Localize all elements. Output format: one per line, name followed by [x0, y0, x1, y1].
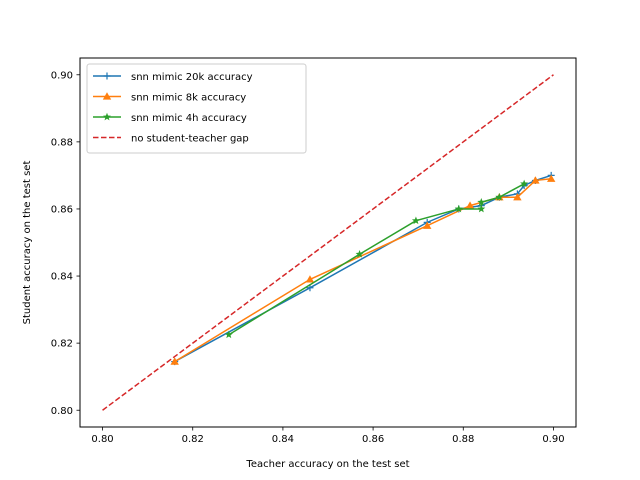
axes-frame	[79, 57, 577, 428]
x-tick-label: 0.88	[452, 434, 474, 445]
y-tick-label: 0.86	[51, 205, 73, 216]
series-2-point	[477, 198, 486, 206]
series-2-point	[495, 193, 504, 201]
y-axis-label: Student accuracy on the test set	[22, 161, 33, 325]
series-2-point	[224, 330, 233, 339]
y-tick-label: 0.82	[51, 339, 73, 350]
x-tick-label: 0.90	[542, 434, 564, 445]
series-2	[224, 179, 529, 339]
series-1-point	[547, 174, 556, 182]
y-tick-label: 0.88	[51, 137, 73, 148]
series-3-line	[102, 74, 554, 411]
y-tick-label: 0.80	[51, 406, 73, 417]
series-1-point	[513, 193, 522, 201]
legend-label: snn mimic 20k accuracy	[131, 72, 253, 83]
series-1-point	[465, 201, 475, 209]
series-2-point	[411, 216, 420, 225]
series-1-point	[170, 357, 179, 365]
legend-marker	[102, 92, 112, 100]
y-axis-ticks: 0.80 0.82 0.84 0.86 0.88 0.90	[51, 70, 80, 417]
legend-label: snn mimic 4h accuracy	[131, 113, 247, 124]
series-1-point	[531, 176, 540, 184]
legend: snn mimic 20k accuracy snn mimic 8k accur…	[86, 63, 307, 154]
series-3	[102, 74, 554, 411]
legend-label: snn mimic 8k accuracy	[131, 92, 246, 103]
legend-label: no student-teacher gap	[131, 133, 249, 144]
series-2-point	[355, 250, 364, 258]
y-tick-label: 0.84	[51, 272, 73, 283]
series-2-point	[454, 204, 463, 213]
legend-box	[86, 63, 307, 154]
legend-marker	[103, 112, 111, 121]
series-2-point	[477, 204, 486, 213]
x-axis-label: Teacher accuracy on the test set	[245, 459, 409, 470]
series-2-point	[520, 179, 529, 188]
x-tick-label: 0.84	[272, 434, 294, 445]
x-axis-ticks: 0.80 0.82 0.84 0.86 0.88 0.90	[91, 427, 565, 445]
legend-marker	[103, 72, 111, 80]
y-tick-label: 0.90	[51, 70, 73, 81]
x-tick-label: 0.86	[362, 434, 384, 445]
series-2-line	[228, 183, 525, 336]
x-tick-label: 0.82	[182, 434, 204, 445]
series-0-line	[174, 174, 552, 363]
series-1-point	[305, 275, 315, 283]
series-1-point	[423, 221, 432, 229]
plot-area	[102, 74, 556, 411]
x-tick-label: 0.80	[91, 434, 113, 445]
